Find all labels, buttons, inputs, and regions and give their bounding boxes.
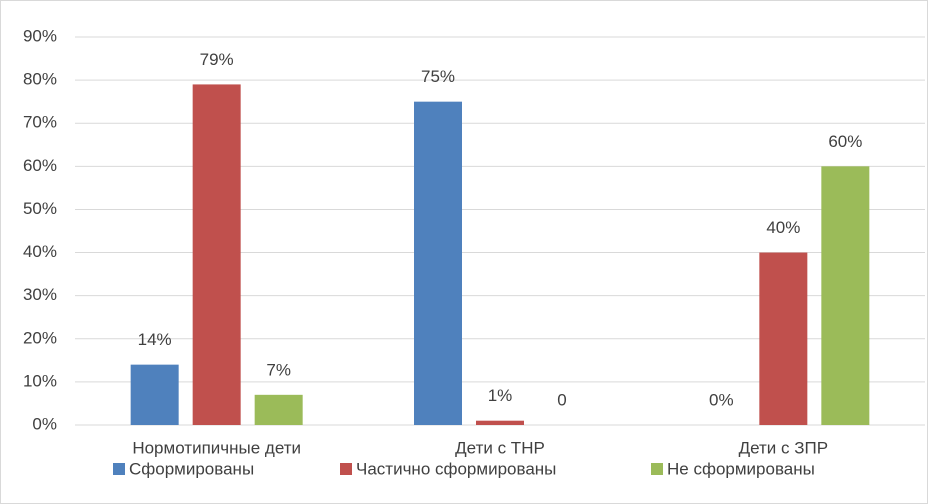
legend-swatch	[113, 463, 125, 475]
legend-label: Сформированы	[129, 459, 254, 478]
bar	[476, 420, 524, 425]
value-label: 14%	[138, 330, 172, 349]
value-label: 75%	[421, 67, 455, 86]
value-label: 7%	[266, 360, 291, 379]
value-label: 0%	[709, 390, 734, 409]
y-tick-label: 30%	[23, 285, 57, 304]
x-tick-label: Дети с ЗПР	[739, 438, 828, 457]
y-tick-label: 90%	[23, 26, 57, 45]
bar	[414, 101, 462, 426]
x-tick-label: Дети с ТНР	[455, 438, 545, 457]
y-tick-label: 50%	[23, 199, 57, 218]
legend-swatch	[340, 463, 352, 475]
x-tick-label: Нормотипичные дети	[132, 438, 301, 457]
y-tick-label: 20%	[23, 328, 57, 347]
legend-label: Частично сформированы	[356, 459, 556, 478]
value-label: 40%	[766, 218, 800, 237]
value-label: 1%	[488, 386, 513, 405]
bar	[254, 394, 303, 425]
bar	[759, 252, 808, 425]
y-tick-label: 40%	[23, 242, 57, 261]
legend-label: Не сформированы	[667, 459, 815, 478]
value-label: 79%	[200, 50, 234, 69]
legend-swatch	[651, 463, 663, 475]
bar	[130, 364, 179, 425]
y-tick-label: 10%	[23, 371, 57, 390]
y-tick-label: 70%	[23, 113, 57, 132]
bar	[192, 84, 241, 425]
value-label: 60%	[828, 132, 862, 151]
y-tick-label: 60%	[23, 156, 57, 175]
value-label: 0	[557, 390, 566, 409]
y-tick-label: 0%	[32, 414, 57, 433]
y-tick-label: 80%	[23, 70, 57, 89]
bar	[821, 166, 870, 426]
